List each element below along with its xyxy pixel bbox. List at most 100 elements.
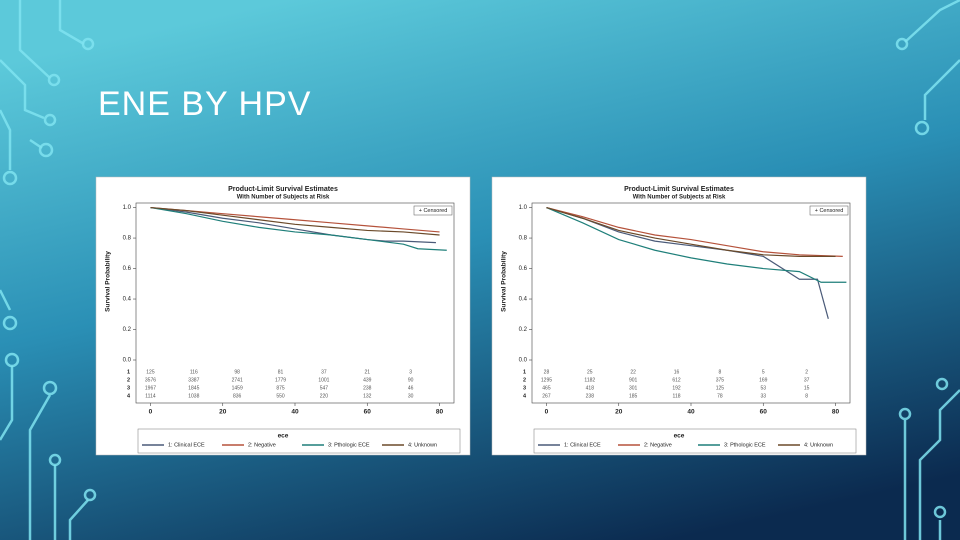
x-tick-label: 20 [219, 409, 227, 416]
risk-count: 875 [276, 385, 285, 391]
survival-curve [150, 206, 436, 244]
risk-count: 3576 [145, 377, 156, 383]
legend-label: 4: Unknown [408, 442, 437, 448]
y-tick-label: 0.8 [519, 236, 528, 242]
risk-row-label: 4 [127, 393, 131, 399]
y-tick-label: 0.0 [519, 358, 528, 364]
risk-count: 81 [278, 369, 284, 375]
slide-title: ENE BY HPV [98, 85, 311, 123]
risk-row-label: 3 [127, 385, 130, 391]
risk-count: 125 [716, 385, 725, 391]
risk-count: 53 [760, 385, 766, 391]
y-tick-label: 0.6 [123, 266, 132, 272]
x-tick-label: 80 [436, 409, 444, 416]
risk-count: 612 [672, 377, 681, 383]
y-tick-label: 0.4 [519, 297, 528, 303]
risk-count: 22 [630, 369, 636, 375]
survival-curve [546, 206, 843, 257]
risk-count: 1038 [188, 393, 199, 399]
risk-row-label: 2 [523, 377, 526, 383]
legend-label: 3: Pthologic ECE [724, 442, 766, 448]
legend-label: 4: Unknown [804, 442, 833, 448]
chart-panel: Product-Limit Survival Estimates With Num… [95, 176, 471, 456]
risk-count: 118 [673, 393, 681, 399]
risk-count: 901 [629, 377, 638, 383]
risk-count: 267 [542, 393, 551, 399]
y-tick-label: 0.2 [519, 327, 528, 333]
risk-row-label: 1 [523, 369, 526, 375]
censored-box [413, 205, 453, 216]
chart-title: Product-Limit Survival Estimates [624, 186, 734, 193]
survival-curve [150, 206, 447, 251]
x-tick-label: 0 [149, 409, 153, 416]
legend-label: 2: Negative [644, 442, 672, 448]
risk-count: 78 [717, 393, 723, 399]
risk-count: 418 [586, 385, 595, 391]
survival-curve [150, 206, 440, 236]
risk-count: 547 [320, 385, 329, 391]
risk-count: 1459 [232, 385, 243, 391]
risk-count: 116 [190, 369, 198, 375]
risk-count: 25 [587, 369, 593, 375]
risk-count: 98 [234, 369, 240, 375]
legend-title: ece [278, 433, 289, 440]
risk-count: 30 [408, 393, 414, 399]
risk-count: 2741 [232, 377, 243, 383]
legend-label: 1: Clinical ECE [168, 442, 205, 448]
risk-count: 1967 [145, 385, 156, 391]
risk-count: 465 [542, 385, 551, 391]
panel-background [491, 176, 867, 456]
risk-count: 1182 [584, 377, 595, 383]
risk-count: 3387 [188, 377, 199, 383]
legend-label: 3: Pthologic ECE [328, 442, 370, 448]
x-tick-label: 60 [364, 409, 372, 416]
x-tick-label: 40 [687, 409, 695, 416]
chart-panel: Product-Limit Survival Estimates With Num… [491, 176, 867, 456]
risk-count: 169 [759, 377, 768, 383]
risk-count: 1114 [145, 393, 156, 399]
legend-label: 2: Negative [248, 442, 276, 448]
risk-count: 37 [804, 377, 810, 383]
risk-count: 1001 [318, 377, 329, 383]
risk-count: 192 [672, 385, 681, 391]
censored-box [809, 205, 849, 216]
y-axis-label: Survival Probability [105, 251, 112, 312]
legend-title: ece [674, 433, 685, 440]
x-tick-label: 20 [615, 409, 623, 416]
risk-count: 21 [364, 369, 370, 375]
risk-count: 125 [146, 369, 155, 375]
risk-count: 37 [321, 369, 327, 375]
x-tick-label: 60 [760, 409, 768, 416]
risk-count: 5 [762, 369, 765, 375]
risk-count: 1779 [275, 377, 286, 383]
censored-legend: + Censored [815, 208, 844, 214]
risk-count: 238 [363, 385, 372, 391]
risk-count: 33 [760, 393, 766, 399]
y-tick-label: 1.0 [123, 205, 132, 211]
survival-curve [546, 206, 829, 320]
risk-count: 8 [805, 393, 808, 399]
legend-label: 1: Clinical ECE [564, 442, 601, 448]
y-axis-label: Survival Probability [501, 251, 508, 312]
y-tick-label: 0.6 [519, 266, 528, 272]
y-tick-label: 0.8 [123, 236, 132, 242]
y-tick-label: 0.4 [123, 297, 132, 303]
survival-curve [546, 206, 836, 257]
risk-count: 90 [408, 377, 414, 383]
risk-count: 46 [408, 385, 414, 391]
risk-count: 238 [586, 393, 595, 399]
y-tick-label: 1.0 [519, 205, 528, 211]
x-tick-label: 0 [545, 409, 549, 416]
censored-legend: + Censored [419, 208, 448, 214]
risk-count: 28 [544, 369, 550, 375]
legend-box [137, 428, 461, 454]
legend-box [533, 428, 857, 454]
risk-count: 185 [629, 393, 638, 399]
risk-count: 16 [674, 369, 680, 375]
survival-curve [546, 207, 847, 283]
risk-count: 220 [320, 393, 329, 399]
risk-count: 3 [409, 369, 412, 375]
x-tick-label: 80 [832, 409, 840, 416]
